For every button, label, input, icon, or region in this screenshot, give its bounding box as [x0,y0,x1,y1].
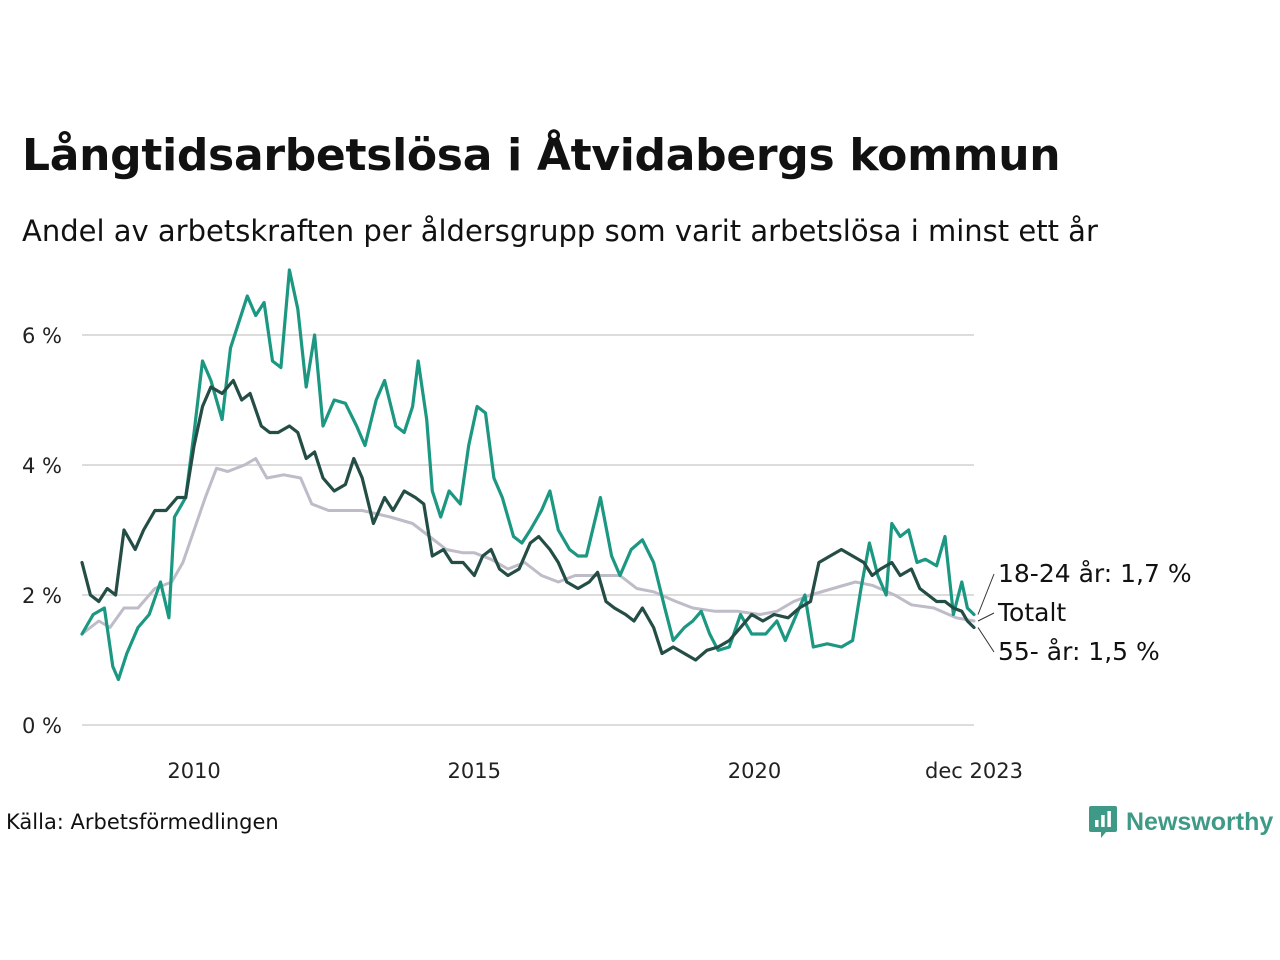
series-line-55-r [80,378,976,662]
y-tick-label: 2 % [22,584,62,608]
x-tick-label: 2015 [448,759,501,783]
end-label-18-24-r: 18-24 år: 1,7 % [998,559,1192,588]
x-tick-label: 2010 [167,759,220,783]
leader-line [977,573,995,615]
series-lines [80,268,976,682]
y-tick-label: 6 % [22,324,62,348]
gridlines [82,334,974,726]
x-tick-label: dec 2023 [925,759,1023,783]
end-labels: Totalt 18-24 år: 1,7 % 55- år: 1,5 % [977,559,1192,666]
chart-subtitle: Andel av arbetskraften per åldersgrupp s… [22,214,1098,248]
y-tick-label: 0 % [22,714,62,738]
x-tick-label: 2020 [728,759,781,783]
leader-line [977,627,995,653]
newsworthy-logo-icon [1089,806,1117,838]
axis-tick-labels: 0 % 2 % 4 % 6 % 2010 2015 2020 dec 2023 [22,324,1023,783]
series-line-totalt [80,457,976,636]
end-label-totalt: Totalt [997,598,1066,627]
brand-name: Newsworthy [1126,807,1274,836]
end-label-55-r: 55- år: 1,5 % [998,637,1160,666]
series-line-18-24-r [80,268,976,682]
brand-logo[interactable]: Newsworthy [1088,804,1273,840]
leader-line [977,612,995,622]
y-tick-label: 4 % [22,454,62,478]
line-chart: 0 % 2 % 4 % 6 % 2010 2015 2020 dec 2023 Totalt 1… [22,268,1192,783]
source-note: Källa: Arbetsförmedlingen [6,810,279,834]
chart-title: Långtidsarbetslösa i Åtvidabergs kommun [22,130,1061,181]
